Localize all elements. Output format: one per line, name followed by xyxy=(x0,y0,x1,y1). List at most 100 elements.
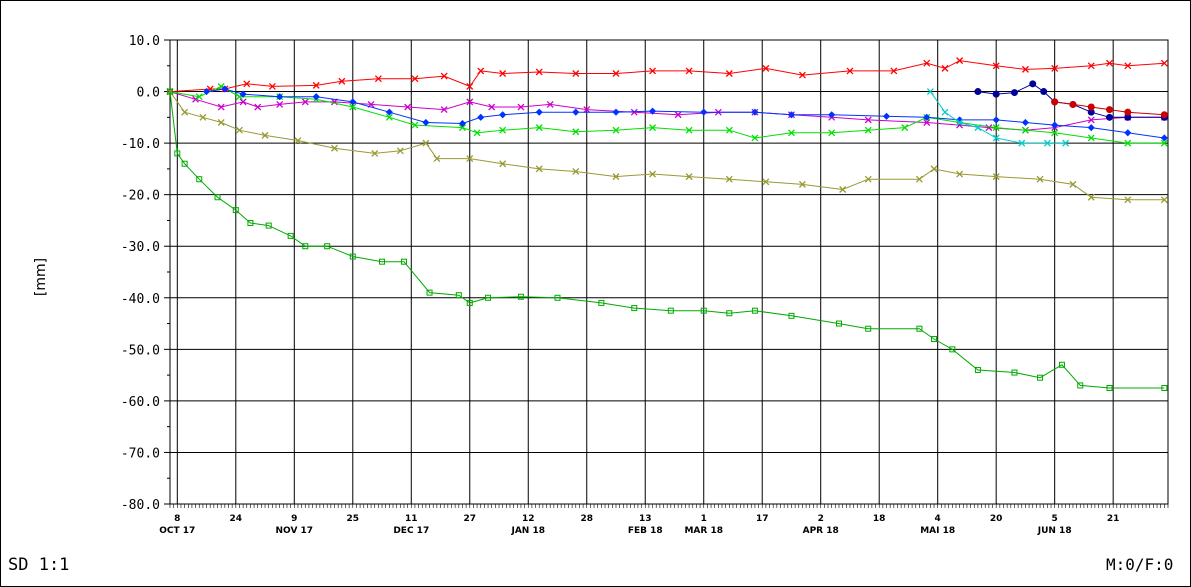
data-point xyxy=(1161,385,1168,391)
data-point xyxy=(992,173,1000,181)
data-point xyxy=(864,126,872,134)
data-point xyxy=(485,294,492,301)
data-point xyxy=(1087,134,1095,142)
data-point xyxy=(1069,100,1077,108)
data-point xyxy=(214,194,221,201)
data-point xyxy=(455,292,462,299)
data-point xyxy=(312,93,320,101)
x-tick-label: 17 xyxy=(756,514,769,524)
data-point xyxy=(1124,62,1132,70)
axes: 10.0 0.0 -10.0 -20.0 -30.0 -40.0 -50.0 -60.0 -70… xyxy=(121,34,1169,536)
data-point xyxy=(400,258,407,265)
data-point xyxy=(349,98,357,106)
data-point xyxy=(404,103,412,111)
data-point xyxy=(1021,65,1029,73)
data-point xyxy=(598,299,605,306)
data-point xyxy=(992,134,1000,142)
y-tick-label: 10.0 xyxy=(129,34,160,49)
data-point xyxy=(1124,108,1132,116)
x-tick-label: 12 xyxy=(522,514,535,524)
data-point xyxy=(787,111,796,119)
data-point xyxy=(974,124,982,132)
data-point xyxy=(276,100,284,108)
data-point xyxy=(247,220,254,227)
x-month-label: DEC 17 xyxy=(393,526,429,536)
data-point xyxy=(199,113,207,121)
data-point xyxy=(1036,175,1044,183)
data-point xyxy=(239,98,247,106)
series xyxy=(167,88,1168,391)
data-point xyxy=(265,222,272,229)
data-point xyxy=(974,88,982,96)
data-point xyxy=(458,119,467,128)
data-point xyxy=(572,108,580,116)
data-point xyxy=(992,90,1000,98)
data-point xyxy=(324,243,331,250)
data-point xyxy=(930,165,938,173)
data-point xyxy=(1021,126,1029,134)
data-point xyxy=(612,70,620,77)
data-point xyxy=(941,64,949,72)
x-month-label: NOV 17 xyxy=(276,526,314,536)
x-month-label: JUN 18 xyxy=(1037,526,1072,536)
data-point xyxy=(232,207,239,214)
y-axis-label: [mm] xyxy=(33,258,49,296)
data-point xyxy=(517,293,524,300)
data-point xyxy=(254,103,262,111)
data-point xyxy=(649,67,657,75)
y-tick-label: -40.0 xyxy=(121,292,160,307)
scale-label: SD 1:1 xyxy=(8,555,70,575)
data-point xyxy=(1010,89,1018,97)
data-point xyxy=(466,98,474,106)
data-point xyxy=(1087,103,1095,111)
data-point xyxy=(499,70,507,77)
data-point xyxy=(992,62,1000,70)
data-point xyxy=(1087,116,1095,124)
data-point xyxy=(685,173,693,181)
data-point xyxy=(992,124,1000,132)
data-point xyxy=(287,232,294,239)
data-point xyxy=(422,139,430,147)
data-point xyxy=(572,168,580,175)
data-point xyxy=(294,137,302,144)
data-point xyxy=(466,299,473,306)
data-point xyxy=(1051,64,1059,72)
data-point xyxy=(466,82,474,90)
series-line xyxy=(977,83,1165,118)
data-point xyxy=(956,57,964,65)
data-point xyxy=(546,100,554,108)
data-point xyxy=(835,320,842,327)
x-month-label: APR 18 xyxy=(803,526,839,536)
data-point xyxy=(1160,196,1168,204)
data-point xyxy=(649,124,657,132)
y-tick-label: -10.0 xyxy=(121,137,160,152)
data-point xyxy=(941,108,949,116)
data-point xyxy=(956,170,964,178)
data-point xyxy=(195,93,203,101)
data-point xyxy=(1043,139,1051,147)
x-tick-label: 24 xyxy=(230,514,243,524)
data-point xyxy=(1087,124,1095,132)
data-point xyxy=(1106,385,1113,391)
data-point xyxy=(798,71,806,79)
x-tick-label: 25 xyxy=(347,514,360,524)
data-point xyxy=(865,325,872,332)
data-point xyxy=(725,70,733,77)
x-tick-label: 2 xyxy=(818,514,824,524)
data-point xyxy=(931,336,938,343)
data-point xyxy=(1106,106,1114,114)
grid xyxy=(169,39,1169,505)
data-point xyxy=(221,85,229,93)
data-point xyxy=(458,124,466,132)
data-point xyxy=(473,129,481,137)
data-point xyxy=(426,289,433,296)
data-point xyxy=(192,95,200,103)
data-point xyxy=(235,126,243,134)
data-point xyxy=(261,131,269,139)
data-point xyxy=(499,111,507,119)
data-point xyxy=(583,106,591,114)
data-point xyxy=(411,121,419,129)
series xyxy=(926,88,1070,147)
series-line xyxy=(169,91,1165,201)
data-point xyxy=(612,173,620,181)
